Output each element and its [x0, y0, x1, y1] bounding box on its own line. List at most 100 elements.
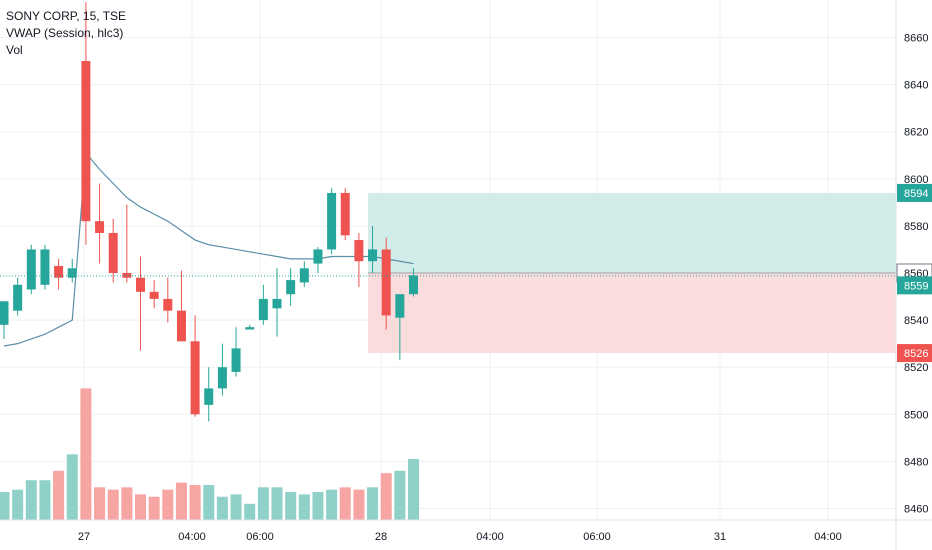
candle-up [217, 367, 227, 389]
candle-up [258, 298, 268, 321]
volume-bar [394, 470, 406, 520]
volume-bar [189, 484, 201, 520]
candles [0, 2, 418, 422]
stop-price-label-text: 8526 [904, 348, 928, 360]
volume-bar [298, 494, 310, 520]
price-tick-label: 8540 [904, 315, 928, 327]
target-price-label: 8594 [897, 183, 932, 202]
candle-down [176, 310, 186, 342]
price-tick-label: 8640 [904, 80, 928, 92]
volume-bar [12, 489, 24, 520]
volume-bar [0, 492, 10, 520]
volume-bar [66, 454, 78, 520]
candle-up [368, 249, 378, 262]
candle-up [26, 249, 36, 290]
volume-bar [271, 487, 283, 520]
volume-bars [0, 388, 419, 520]
volume-bar [107, 489, 119, 520]
candle-up [272, 298, 282, 309]
volume-bar [39, 480, 51, 520]
volume-bar [244, 503, 256, 520]
target-price-label-text: 8594 [904, 188, 928, 200]
candle-up [40, 249, 50, 285]
price-tick-label: 8460 [904, 504, 928, 516]
volume-bar [285, 492, 297, 520]
time-tick-label: 27 [78, 531, 90, 543]
volume-bar [312, 492, 324, 520]
volume-bar [162, 489, 174, 520]
time-tick-label: 31 [714, 531, 726, 543]
volume-bar [203, 484, 215, 520]
stop-price-label-bg [897, 344, 932, 363]
candle-down [354, 240, 364, 262]
target-price-label-bg [897, 183, 932, 202]
time-tick-label: 06:00 [583, 531, 611, 543]
vwap-line [3, 151, 414, 347]
candle-up [204, 388, 214, 405]
candle-down [108, 232, 118, 273]
vwap-path [3, 151, 414, 347]
volume-bar [135, 494, 146, 520]
last-price-label-bg [897, 276, 932, 295]
volume-legend[interactable]: Vol [6, 43, 23, 57]
candle-down [54, 265, 64, 278]
volume-bar [380, 473, 392, 520]
time-tick-label: 04:00 [178, 531, 206, 543]
volume-bar [148, 496, 160, 520]
time-tick-label: 04:00 [476, 531, 504, 543]
volume-bar [80, 388, 92, 520]
candle-up [409, 275, 418, 295]
candle-up [313, 249, 323, 264]
candle-down [136, 277, 145, 292]
time-tick-label: 28 [375, 531, 387, 543]
vwap-legend[interactable]: VWAP (Session, hlc3) [6, 26, 124, 40]
price-tick-label: 8500 [904, 409, 928, 421]
volume-bar [25, 480, 37, 520]
time-tick-label: 04:00 [814, 531, 842, 543]
last-price-label: 8559 [897, 276, 932, 295]
volume-bar [408, 459, 419, 520]
candle-down [340, 192, 350, 236]
volume-bar [353, 489, 365, 520]
candle-up [327, 192, 337, 250]
price-tick-label: 8520 [904, 362, 928, 374]
volume-bar [326, 489, 338, 520]
profit-zone [368, 192, 896, 273]
price-tick-label: 8660 [904, 33, 928, 45]
candle-up [299, 268, 309, 283]
volume-bar [53, 470, 65, 520]
chart-legend: SONY CORP, 15, TSE VWAP (Session, hlc3) … [6, 8, 126, 59]
volume-bar [230, 494, 242, 520]
candle-down [190, 341, 200, 415]
time-tick-label: 06:00 [246, 531, 274, 543]
candle-down [149, 291, 159, 299]
volume-bar [257, 487, 269, 520]
last-price-label-text: 8559 [904, 280, 928, 292]
price-tick-label: 8480 [904, 456, 928, 468]
candle-down [163, 298, 173, 311]
volume-bar [367, 487, 379, 520]
volume-bar [339, 487, 351, 520]
candle-up [67, 268, 77, 278]
price-tick-label: 8580 [904, 221, 928, 233]
time-axis[interactable]: 27 04:00 06:00 28 04:00 06:00 31 04:00 [0, 519, 932, 543]
candle-down [95, 221, 105, 233]
candle-up [13, 284, 23, 311]
price-tick-label: 8600 [904, 174, 928, 186]
candle-up [286, 280, 296, 295]
position-zones[interactable] [368, 192, 896, 354]
candle-down [122, 273, 132, 278]
candle-up [0, 301, 9, 325]
symbol-title[interactable]: SONY CORP, 15, TSE [6, 9, 127, 23]
volume-bar [216, 496, 228, 520]
candle-up [245, 327, 255, 330]
loss-zone [368, 273, 896, 354]
volume-bar [175, 482, 187, 520]
volume-bar [94, 487, 106, 520]
candle-down [381, 249, 391, 316]
price-tick-label: 8620 [904, 127, 928, 139]
volume-bar [121, 487, 133, 520]
candle-up [231, 348, 241, 372]
